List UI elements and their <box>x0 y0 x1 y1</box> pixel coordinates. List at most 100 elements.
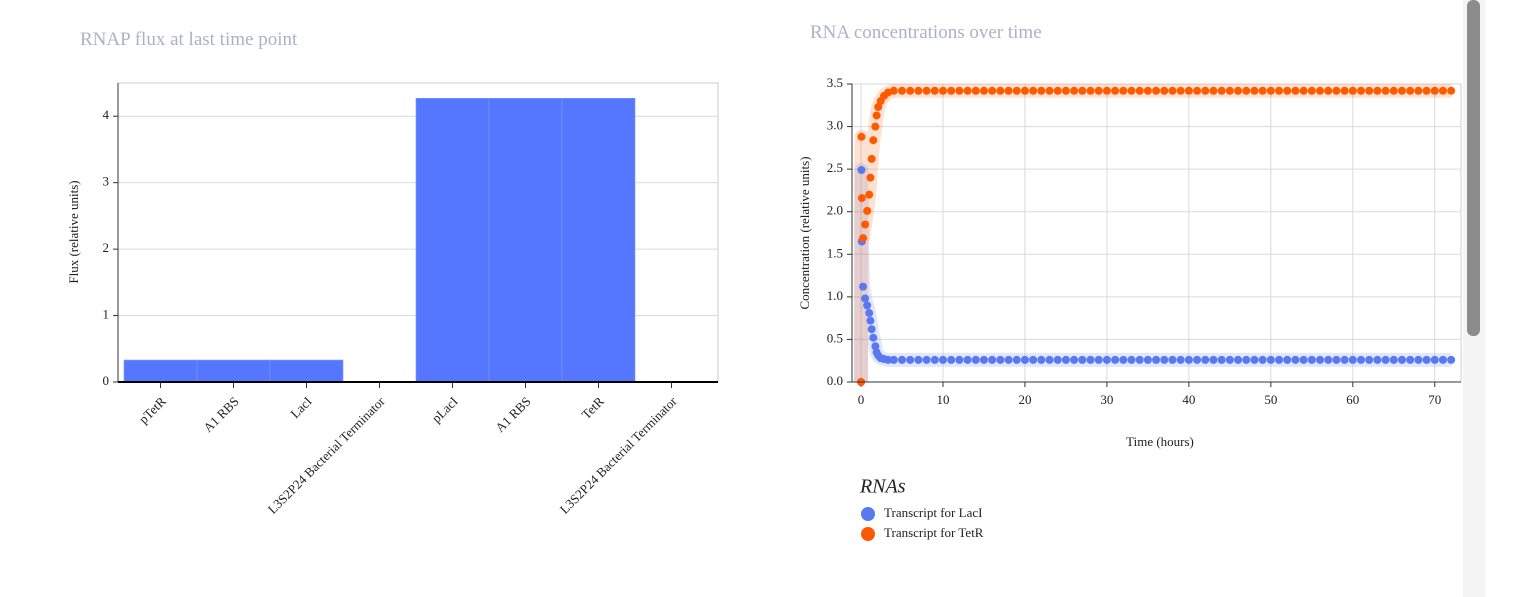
data-point <box>1414 86 1423 95</box>
data-point <box>869 136 878 145</box>
data-point <box>938 355 947 364</box>
data-point <box>1037 355 1046 364</box>
data-point <box>1365 355 1374 364</box>
data-point <box>1324 86 1333 95</box>
legend-label: Transcript for TetR <box>884 525 984 540</box>
scrollbar-thumb[interactable] <box>1467 0 1480 336</box>
data-point <box>1373 86 1382 95</box>
data-point <box>865 309 874 318</box>
x-tick-label: pTetR <box>136 393 169 426</box>
data-point <box>1242 86 1251 95</box>
data-point <box>1275 86 1284 95</box>
data-point <box>872 111 881 120</box>
y-axis-label: Concentration (relative units) <box>797 156 812 309</box>
data-point <box>867 154 876 163</box>
bar <box>488 97 563 383</box>
data-point <box>1307 86 1316 95</box>
bar <box>123 359 198 383</box>
data-point <box>857 194 866 203</box>
x-tick-label: 50 <box>1264 392 1277 407</box>
x-tick-label: pLacI <box>429 394 461 426</box>
data-point <box>1242 355 1251 364</box>
x-tick-label: A1 RBS <box>492 394 534 436</box>
x-tick-label: A1 RBS <box>200 394 242 436</box>
data-point <box>1143 355 1152 364</box>
confidence-band <box>854 162 1452 383</box>
data-point <box>1438 86 1447 95</box>
data-point <box>1152 86 1161 95</box>
y-tick-label: 1.0 <box>827 288 843 303</box>
data-point <box>1291 86 1300 95</box>
data-point <box>1184 355 1193 364</box>
data-point <box>1332 86 1341 95</box>
data-point <box>1365 86 1374 95</box>
x-tick-label: L3S2P24 Bacterial Terminator <box>265 393 389 517</box>
data-point <box>1234 86 1243 95</box>
data-point <box>955 355 964 364</box>
data-point <box>947 355 956 364</box>
data-point <box>1127 86 1136 95</box>
y-tick-label: 3.5 <box>827 75 843 90</box>
data-point <box>1135 86 1144 95</box>
data-point <box>1029 355 1038 364</box>
x-tick-label: 40 <box>1182 392 1195 407</box>
data-point <box>1012 86 1021 95</box>
data-point <box>1283 355 1292 364</box>
data-point <box>1430 355 1439 364</box>
y-tick-label: 0 <box>103 373 110 388</box>
y-tick-label: 3.0 <box>827 118 843 133</box>
data-point <box>1029 86 1038 95</box>
data-point <box>963 355 972 364</box>
y-tick-label: 1.5 <box>827 245 843 260</box>
x-tick-label: 10 <box>936 392 949 407</box>
data-point <box>865 190 874 199</box>
data-point <box>1357 355 1366 364</box>
data-point <box>1152 355 1161 364</box>
data-point <box>1061 355 1070 364</box>
data-point <box>1275 355 1284 364</box>
data-point <box>1168 355 1177 364</box>
data-point <box>1299 86 1308 95</box>
data-point <box>1078 86 1087 95</box>
data-point <box>1168 86 1177 95</box>
data-point <box>1160 355 1169 364</box>
data-point <box>1381 355 1390 364</box>
data-point <box>1070 86 1079 95</box>
chart-title: RNA concentrations over time <box>810 22 1042 43</box>
data-point <box>1111 355 1120 364</box>
data-point <box>859 282 868 291</box>
data-point <box>1102 86 1111 95</box>
data-point <box>1209 355 1218 364</box>
data-point <box>1135 355 1144 364</box>
data-point <box>1447 355 1456 364</box>
data-point <box>1266 355 1275 364</box>
data-point <box>1160 86 1169 95</box>
legend-title: RNAs <box>859 476 906 498</box>
data-point <box>867 325 876 334</box>
y-tick-label: 2 <box>103 240 110 255</box>
y-tick-label: 1 <box>103 307 110 322</box>
y-tick-label: 2.5 <box>827 160 843 175</box>
data-point <box>1061 86 1070 95</box>
y-tick-label: 0.5 <box>827 330 843 345</box>
data-point <box>922 86 931 95</box>
data-point <box>1332 355 1341 364</box>
data-point <box>861 220 870 229</box>
data-point <box>930 355 939 364</box>
x-tick-label: LacI <box>287 394 314 421</box>
bar <box>561 97 636 383</box>
data-point <box>996 355 1005 364</box>
data-point <box>1414 355 1423 364</box>
data-point <box>1250 355 1259 364</box>
data-point <box>1340 355 1349 364</box>
data-point <box>1324 355 1333 364</box>
data-point <box>906 355 915 364</box>
x-tick-label: L3S2P24 Bacterial Terminator <box>557 393 681 517</box>
data-point <box>938 86 947 95</box>
data-point <box>1266 86 1275 95</box>
data-point <box>1316 355 1325 364</box>
data-point <box>1422 86 1431 95</box>
y-tick-label: 2.0 <box>827 203 843 218</box>
x-tick-label: TetR <box>578 393 607 422</box>
